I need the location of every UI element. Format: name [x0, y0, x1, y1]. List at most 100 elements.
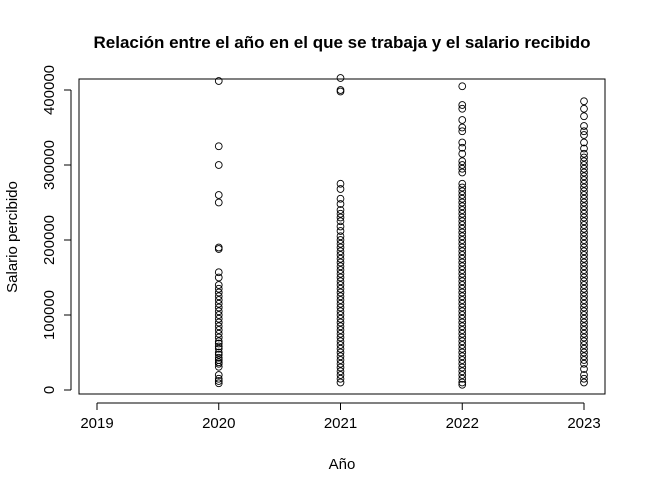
data-point — [580, 296, 588, 304]
data-point — [214, 348, 223, 357]
data-point — [458, 254, 467, 263]
data-point — [458, 266, 467, 274]
data-point — [458, 296, 467, 304]
data-point — [336, 344, 345, 353]
data-point — [580, 371, 588, 379]
data-point — [336, 371, 345, 379]
data-point — [214, 333, 223, 342]
data-point — [336, 266, 345, 274]
data-point — [336, 303, 345, 312]
x-tick-label: 2020 — [202, 415, 235, 432]
data-point — [580, 183, 588, 192]
data-point — [458, 232, 467, 241]
data-point — [458, 273, 467, 282]
data-point — [458, 292, 467, 301]
data-point — [580, 262, 588, 271]
data-point — [458, 138, 467, 147]
data-point — [580, 303, 588, 312]
data-point — [336, 367, 345, 376]
data-point — [336, 262, 345, 271]
data-point — [336, 247, 345, 256]
data-point — [580, 206, 588, 214]
data-point — [336, 281, 345, 289]
data-point — [214, 371, 223, 379]
data-point — [336, 254, 345, 263]
data-point — [336, 311, 345, 319]
data-point — [458, 326, 467, 334]
data-point — [580, 97, 588, 106]
data-point — [580, 217, 588, 226]
data-point — [214, 268, 223, 277]
data-point — [458, 344, 467, 353]
data-point — [580, 149, 588, 158]
data-point — [580, 258, 588, 267]
y-tick-label: 100000 — [41, 290, 58, 340]
data-point — [580, 191, 588, 199]
data-point — [336, 314, 345, 323]
data-point — [458, 359, 467, 368]
data-point — [458, 143, 467, 152]
data-point — [580, 374, 588, 383]
data-point — [214, 326, 223, 334]
data-point — [580, 209, 588, 218]
data-point — [336, 333, 345, 342]
data-point — [458, 269, 467, 278]
data-point — [580, 122, 588, 130]
data-point — [336, 329, 345, 338]
data-point — [458, 311, 467, 319]
data-point — [336, 356, 345, 364]
data-point — [580, 322, 588, 331]
data-point — [214, 299, 223, 308]
data-point — [214, 329, 223, 338]
data-point — [580, 266, 588, 274]
data-point — [458, 194, 467, 203]
data-point — [336, 213, 345, 222]
data-point — [458, 101, 467, 109]
data-point — [458, 329, 467, 338]
data-point — [458, 104, 467, 113]
data-point — [214, 374, 223, 383]
data-point — [214, 161, 223, 169]
data-point — [458, 284, 467, 293]
data-point — [336, 232, 345, 241]
data-point — [580, 164, 588, 173]
data-point — [458, 82, 467, 91]
data-point — [214, 362, 223, 371]
data-point — [458, 161, 467, 169]
data-point — [458, 348, 467, 357]
data-point — [580, 187, 588, 196]
data-point — [580, 307, 588, 316]
y-tick-label: 200000 — [41, 215, 58, 265]
data-point — [458, 191, 467, 199]
data-point — [580, 352, 588, 361]
x-tick-label: 2019 — [80, 415, 113, 432]
data-point — [336, 251, 345, 259]
data-point — [580, 153, 588, 162]
data-point — [580, 329, 588, 338]
data-point — [214, 288, 223, 297]
data-point — [458, 168, 467, 177]
data-point — [458, 221, 467, 229]
data-point — [580, 236, 588, 244]
data-point — [214, 273, 223, 282]
x-tick-label: 2023 — [567, 415, 600, 432]
data-point — [214, 142, 223, 151]
data-point — [336, 326, 345, 334]
data-point — [580, 176, 588, 184]
data-point — [458, 322, 467, 331]
data-point — [580, 224, 588, 233]
data-point — [458, 243, 467, 252]
data-point — [580, 157, 588, 166]
data-point — [458, 337, 467, 346]
data-point — [580, 314, 588, 323]
data-point — [580, 161, 588, 169]
data-point — [458, 239, 467, 248]
data-point — [458, 307, 467, 316]
x-axis: 2019 2020 2021 2022 2023 — [80, 402, 601, 432]
data-point — [580, 318, 588, 327]
data-point — [336, 296, 345, 304]
data-point — [580, 251, 588, 259]
data-point — [214, 77, 223, 85]
data-point — [580, 348, 588, 357]
